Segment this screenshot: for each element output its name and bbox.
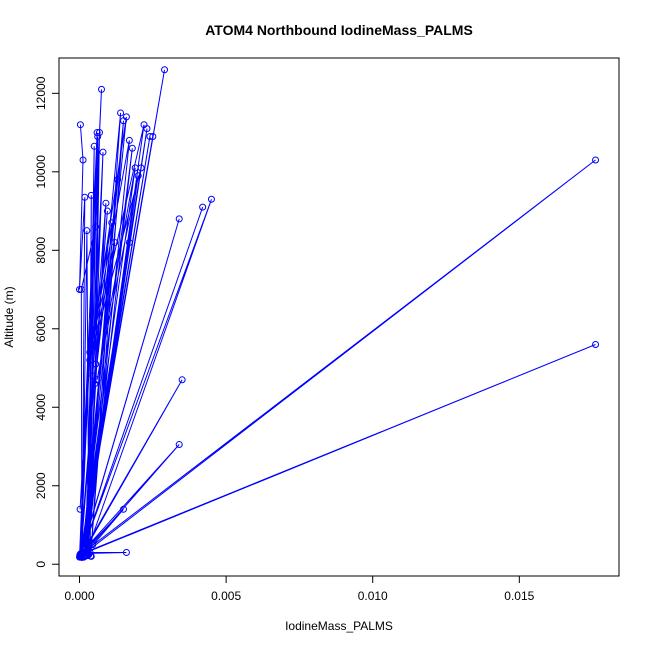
data-point [92, 360, 100, 368]
data-point [90, 142, 98, 150]
y-tick-label: 10000 [34, 155, 48, 189]
data-point [108, 219, 116, 227]
data-point [125, 238, 133, 246]
data-point [78, 549, 86, 557]
data-point [125, 136, 133, 144]
data-point [102, 199, 110, 207]
data-point [137, 164, 145, 172]
data-point [86, 356, 94, 364]
data-point [77, 286, 85, 294]
data-point [91, 380, 99, 388]
data-point [103, 207, 111, 215]
data-point [207, 195, 215, 203]
y-axis-label: Altitude (m) [2, 286, 16, 347]
data-point [592, 340, 600, 348]
data-point [161, 66, 169, 74]
y-tick-label: 2000 [34, 472, 48, 499]
data-point [92, 223, 100, 231]
data-point [146, 132, 154, 140]
data-point [199, 203, 207, 211]
data-point [87, 552, 95, 560]
y-tick-label: 12000 [34, 76, 48, 110]
data-point [89, 541, 97, 549]
data-point [78, 548, 86, 556]
plot-frame [58, 57, 620, 577]
series-line [79, 69, 596, 558]
chart-title: ATOM4 Northbound IodineMass_PALMS [205, 22, 473, 38]
data-point [128, 144, 136, 152]
y-tick-label: 6000 [34, 315, 48, 342]
data-point [79, 156, 87, 164]
data-point [88, 340, 96, 348]
y-axis: 0 2000 4000 6000 8000 10000 12000 [34, 76, 59, 568]
data-point [83, 227, 91, 235]
data-point [111, 238, 119, 246]
y-tick-label: 4000 [34, 394, 48, 421]
data-point [94, 132, 102, 140]
data-point [95, 129, 103, 137]
x-tick-label: 0.010 [358, 589, 388, 603]
data-point [122, 113, 130, 121]
data-point [89, 372, 97, 380]
points-layer [76, 66, 600, 562]
data-point [114, 176, 122, 184]
data-point [76, 505, 84, 513]
data-point [93, 129, 101, 137]
y-tick-label: 0 [34, 561, 48, 568]
data-point [76, 121, 84, 129]
data-point [99, 148, 107, 156]
x-tick-label: 0.005 [211, 589, 241, 603]
data-point [117, 109, 125, 117]
x-tick-label: 0.000 [65, 589, 95, 603]
data-point [178, 376, 186, 384]
x-axis: 0.000 0.005 0.010 0.015 [65, 576, 535, 603]
data-point [143, 125, 151, 133]
x-tick-label: 0.015 [504, 589, 534, 603]
data-point [120, 505, 128, 513]
data-point [134, 172, 142, 180]
data-point [87, 191, 95, 199]
data-point [98, 85, 106, 93]
data-point [122, 548, 130, 556]
series-layer [79, 69, 596, 558]
data-point [175, 441, 183, 449]
data-point [81, 193, 89, 201]
x-axis-label: IodineMass_PALMS [285, 619, 393, 633]
y-tick-label: 8000 [34, 237, 48, 264]
data-point [149, 132, 157, 140]
data-point [86, 348, 94, 356]
data-point [93, 376, 101, 384]
data-point [175, 215, 183, 223]
data-point [592, 156, 600, 164]
